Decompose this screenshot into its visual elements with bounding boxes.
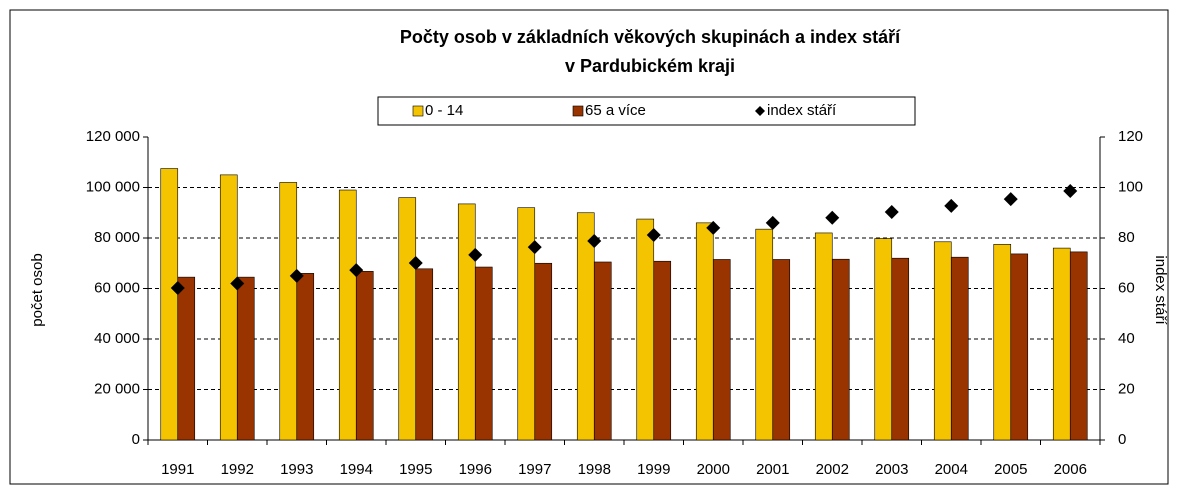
diamond-marker [170, 280, 185, 295]
y2-tick-label: 0 [1118, 431, 1126, 448]
x-tick-label: 2000 [697, 461, 730, 478]
legend-label: index stáří [767, 102, 837, 119]
bar [1010, 253, 1029, 441]
diamond-marker [527, 240, 542, 255]
y-tick-label: 0 [132, 431, 140, 448]
bar [474, 266, 493, 441]
y-tick-label: 120 000 [86, 128, 140, 145]
x-tick-label: 1998 [578, 461, 611, 478]
bar [517, 207, 536, 441]
x-tick-label: 1993 [280, 461, 313, 478]
bar [831, 258, 850, 441]
legend-marker [755, 106, 765, 116]
y-axis-label: počet osob [29, 253, 46, 326]
y2-tick-label: 20 [1118, 380, 1135, 397]
bar [712, 259, 731, 441]
diamond-marker [884, 204, 899, 219]
bar [534, 262, 553, 441]
bar [219, 174, 238, 441]
bar [415, 268, 434, 441]
x-tick-label: 2004 [935, 461, 968, 478]
x-tick-label: 2003 [875, 461, 908, 478]
bar [355, 271, 374, 441]
bar [933, 241, 952, 441]
bar [1069, 251, 1088, 441]
x-tick-label: 2002 [816, 461, 849, 478]
bar [576, 212, 595, 441]
bar [236, 276, 255, 441]
bar [653, 260, 672, 441]
x-tick-label: 1994 [340, 461, 373, 478]
x-tick-label: 1991 [161, 461, 194, 478]
y2-axis-label: index stáří [1152, 255, 1169, 325]
y-tick-label: 60 000 [94, 279, 140, 296]
legend-label: 0 - 14 [425, 102, 463, 119]
x-tick-label: 1996 [459, 461, 492, 478]
x-tick-label: 2001 [756, 461, 789, 478]
diamond-marker [468, 247, 483, 262]
y2-tick-label: 100 [1118, 178, 1143, 195]
diamond-marker [349, 263, 364, 278]
diamond-marker [408, 255, 423, 270]
diamond-marker [646, 227, 661, 242]
bar [1052, 247, 1071, 441]
y-tick-label: 80 000 [94, 229, 140, 246]
legend-label: 65 a více [585, 102, 646, 119]
legend-swatch [412, 105, 424, 117]
bar [160, 168, 179, 441]
bar [593, 261, 612, 441]
bar [398, 197, 417, 441]
y2-tick-label: 80 [1118, 229, 1135, 246]
diamond-marker [230, 276, 245, 291]
bar [457, 203, 476, 441]
y2-tick-label: 120 [1118, 128, 1143, 145]
diamond-marker [1003, 192, 1018, 207]
x-tick-label: 2005 [994, 461, 1027, 478]
y2-tick-label: 40 [1118, 330, 1135, 347]
bar [338, 189, 357, 441]
chart-title: Počty osob v základních věkových skupiná… [400, 27, 901, 47]
bar [636, 218, 655, 441]
x-tick-label: 2006 [1054, 461, 1087, 478]
y2-tick-label: 60 [1118, 279, 1135, 296]
bar [950, 256, 969, 441]
y-tick-label: 100 000 [86, 178, 140, 195]
diamond-marker [1063, 184, 1078, 199]
bar [279, 182, 298, 441]
diamond-marker [765, 215, 780, 230]
diamond-marker [706, 220, 721, 235]
chart-subtitle: v Pardubickém kraji [565, 56, 735, 76]
diamond-marker [289, 268, 304, 283]
bar [772, 259, 791, 441]
y-tick-label: 40 000 [94, 330, 140, 347]
bar [993, 244, 1012, 441]
bar [177, 276, 196, 441]
bar [891, 257, 910, 441]
bar [296, 273, 315, 441]
x-tick-label: 1997 [518, 461, 551, 478]
diamond-marker [944, 198, 959, 213]
legend-box [377, 96, 916, 126]
x-tick-label: 1995 [399, 461, 432, 478]
bar [874, 238, 893, 441]
diamond-marker [825, 210, 840, 225]
x-tick-label: 1999 [637, 461, 670, 478]
y-tick-label: 20 000 [94, 380, 140, 397]
x-tick-label: 1992 [221, 461, 254, 478]
legend-swatch [572, 105, 584, 117]
diamond-marker [587, 234, 602, 249]
bar [755, 228, 774, 441]
bar [695, 222, 714, 441]
bar [814, 232, 833, 441]
